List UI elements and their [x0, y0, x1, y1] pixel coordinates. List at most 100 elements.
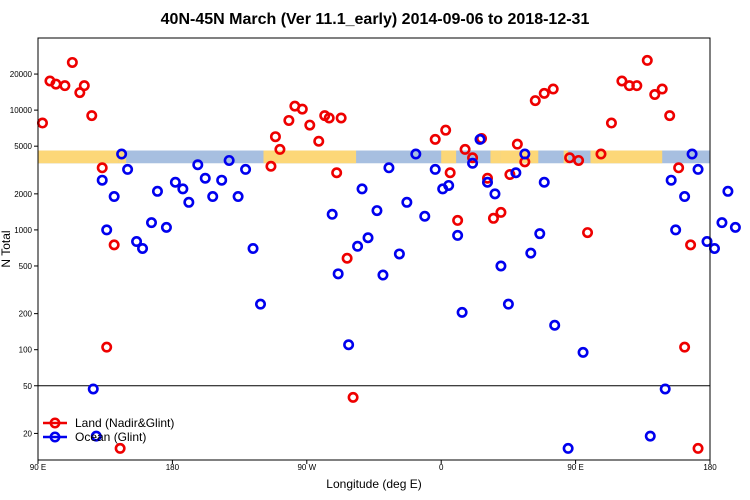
- land-point: [274, 143, 286, 155]
- y-tick-label: 2000: [14, 190, 32, 199]
- ocean-point: [562, 442, 574, 454]
- land-point: [616, 75, 628, 87]
- ocean-point: [108, 191, 120, 203]
- ocean-point: [247, 242, 259, 254]
- land-point: [66, 56, 78, 68]
- y-axis: 20 50 100 200 500 1000 2000 5000 10000 20000: [10, 70, 38, 438]
- land-point: [341, 252, 353, 264]
- ocean-point: [452, 229, 464, 241]
- ocean-point: [177, 183, 189, 195]
- ocean-point: [160, 221, 172, 233]
- legend-label-land: Land (Nadir&Glint): [75, 416, 174, 430]
- ocean-point: [659, 383, 671, 395]
- coverage-band-highlight: [490, 150, 501, 164]
- ocean-point: [137, 242, 149, 254]
- land-point: [323, 112, 335, 124]
- ocean-point: [122, 163, 134, 175]
- land-point: [114, 442, 126, 454]
- legend: Land (Nadir&Glint) Ocean (Glint): [43, 416, 174, 444]
- ocean-point: [183, 196, 195, 208]
- coverage-band: [38, 150, 710, 164]
- ocean-point: [377, 269, 389, 281]
- coverage-band-highlight: [590, 150, 663, 164]
- land-point: [304, 119, 316, 131]
- land-point: [495, 206, 507, 218]
- land-point: [313, 135, 325, 147]
- plot-frame: [37, 37, 711, 461]
- land-point: [649, 89, 661, 101]
- ocean-point: [169, 176, 181, 188]
- land-point: [108, 239, 120, 251]
- data-points: [36, 54, 741, 454]
- ocean-point: [101, 224, 113, 236]
- ocean-point: [644, 430, 656, 442]
- x-tick-label: 90 W: [297, 463, 316, 472]
- land-point: [78, 80, 90, 92]
- land-point: [631, 80, 643, 92]
- x-tick-label: 180: [703, 463, 717, 472]
- land-point: [440, 124, 452, 136]
- land-point: [96, 162, 108, 174]
- ocean-point: [467, 157, 479, 169]
- land-point: [36, 117, 48, 129]
- ocean-point: [665, 174, 677, 186]
- land-point: [504, 169, 516, 181]
- legend-marker-land: [49, 417, 61, 429]
- ocean-point: [489, 188, 501, 200]
- ocean-point: [534, 228, 546, 240]
- land-point: [538, 87, 550, 99]
- land-point: [582, 227, 594, 239]
- ocean-point: [510, 167, 522, 179]
- coverage-band-highlight: [263, 150, 357, 164]
- ocean-point: [326, 208, 338, 220]
- ocean-point: [519, 148, 531, 160]
- land-point: [487, 212, 499, 224]
- y-tick-label: 100: [19, 346, 33, 355]
- ocean-point: [232, 191, 244, 203]
- ocean-point: [429, 163, 441, 175]
- ocean-point: [692, 163, 704, 175]
- land-point: [459, 143, 471, 155]
- land-point: [673, 162, 685, 174]
- ocean-point: [722, 185, 734, 197]
- ocean-point: [131, 236, 143, 248]
- ocean-point: [151, 185, 163, 197]
- ocean-point: [343, 339, 355, 351]
- legend-marker-ocean: [49, 431, 61, 443]
- land-point: [664, 110, 676, 122]
- coverage-band-highlight: [441, 150, 457, 164]
- ocean-point: [332, 268, 344, 280]
- ocean-point: [525, 247, 537, 259]
- land-point: [511, 138, 523, 150]
- ocean-point: [199, 172, 211, 184]
- land-point: [547, 83, 559, 95]
- x-tick-label: 90 E: [30, 463, 46, 472]
- ocean-point: [716, 217, 728, 229]
- land-point: [444, 167, 456, 179]
- ocean-point: [729, 221, 741, 233]
- land-point: [679, 341, 691, 353]
- y-tick-label: 1000: [14, 226, 32, 235]
- ocean-point: [410, 148, 422, 160]
- y-tick-label: 10000: [10, 106, 33, 115]
- ocean-point: [670, 224, 682, 236]
- y-tick-label: 5000: [14, 142, 32, 151]
- y-tick-label: 20: [23, 429, 32, 438]
- ocean-point: [393, 248, 405, 260]
- ocean-point: [708, 242, 720, 254]
- ocean-point: [145, 217, 157, 229]
- land-point: [50, 78, 62, 90]
- ocean-point: [481, 176, 493, 188]
- x-tick-label: 90 E: [567, 463, 583, 472]
- ocean-point: [96, 174, 108, 186]
- ocean-point: [686, 148, 698, 160]
- ocean-point: [356, 183, 368, 195]
- land-point: [692, 442, 704, 454]
- land-point: [467, 152, 479, 164]
- ocean-point: [352, 240, 364, 252]
- x-axis: 90 E 180 90 W 0 90 E 180: [30, 460, 717, 472]
- ocean-point: [456, 306, 468, 318]
- land-point: [429, 133, 441, 145]
- y-axis-label: N Total: [0, 230, 13, 267]
